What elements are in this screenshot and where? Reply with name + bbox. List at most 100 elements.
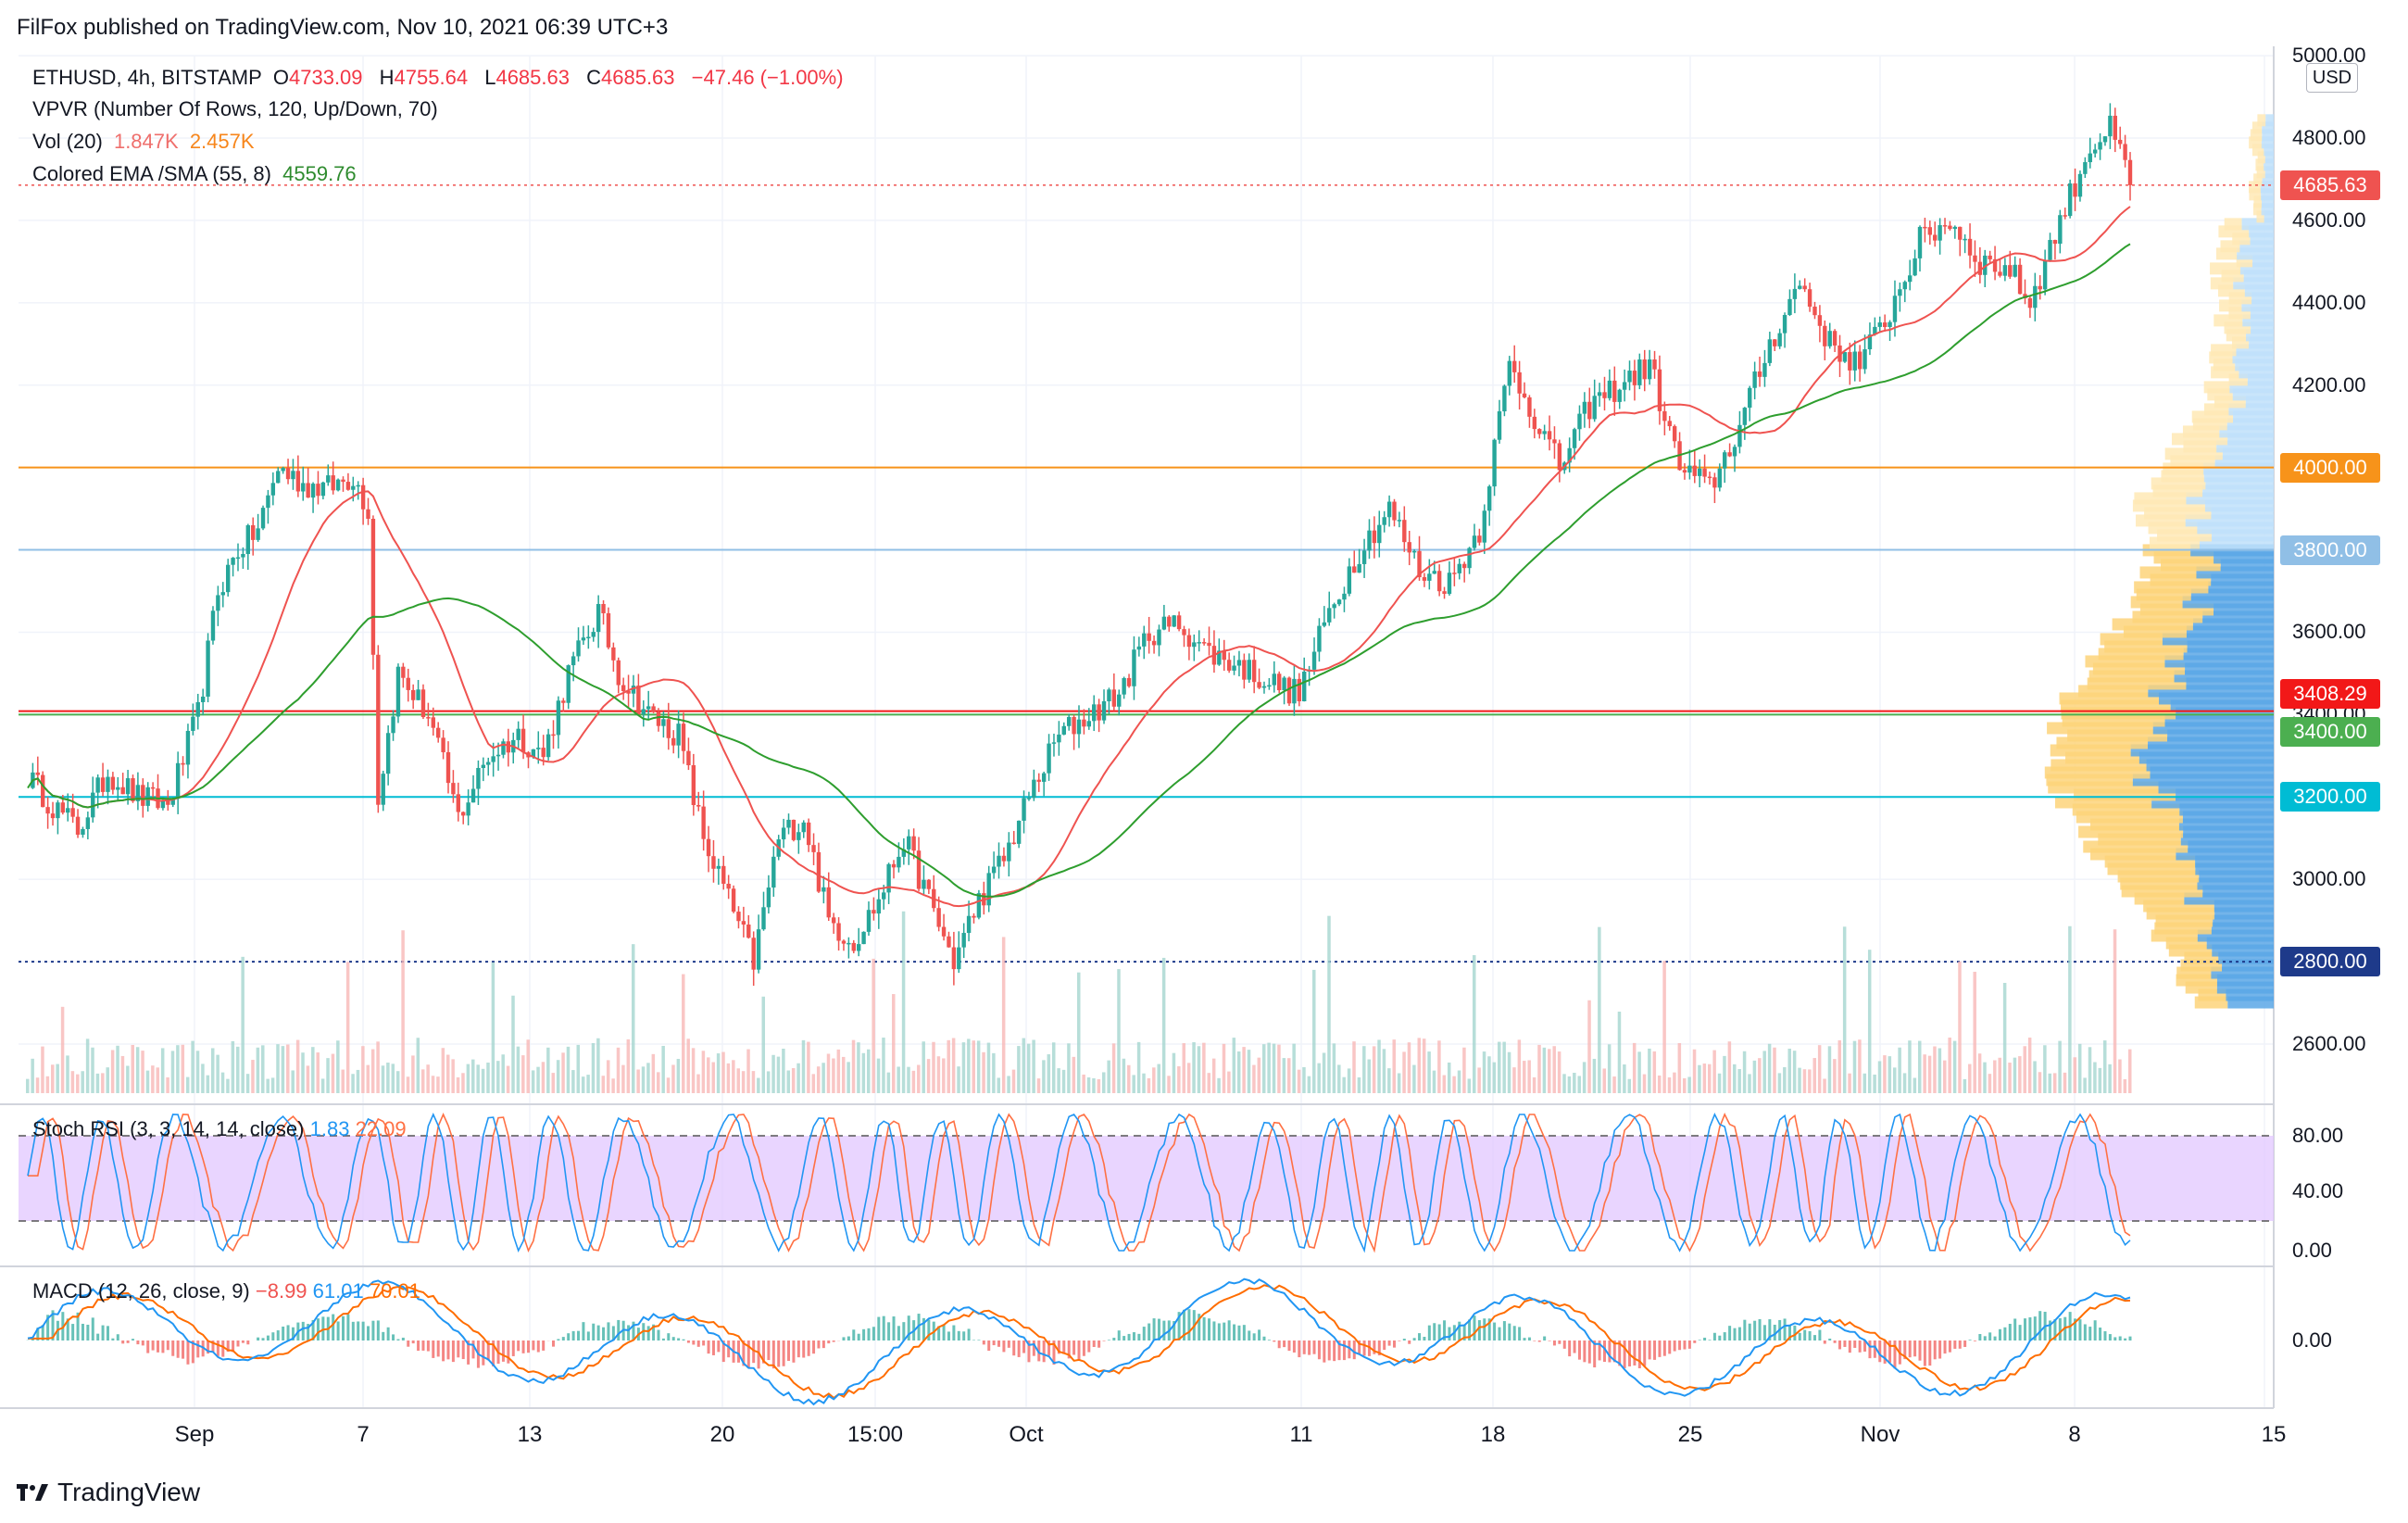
candle-body [481,764,486,768]
candle-body [345,482,351,490]
macd-hist-bar [1988,1332,1992,1340]
volume-bar [1092,1077,1096,1093]
volume-bar [306,1065,310,1093]
macd-hist-bar [1993,1336,1997,1340]
candle-body [1798,285,1802,289]
macd-hist-bar [1508,1323,1511,1340]
candle-body [1973,255,1977,262]
macd-hist-bar [577,1330,581,1340]
volume-bar [1337,1064,1341,1093]
volume-bars [26,911,2132,1093]
vpvr-legend[interactable]: VPVR (Number Of Rows, 120, Up/Down, 70) [32,97,438,120]
volume-bar [1217,1077,1221,1093]
volume-bar [1242,1047,1246,1093]
macd-hist-bar [1787,1325,1791,1340]
volume-bar [1111,1043,1116,1093]
macd-hist-bar [71,1324,75,1340]
candle-body [2127,159,2133,185]
ema-legend[interactable]: Colored EMA /SMA (55, 8) 4559.76 [32,162,357,185]
macd-hist-bar [937,1326,941,1340]
candle-body [1707,476,1712,479]
volume-bar [1377,1039,1381,1093]
macd-hist-bar [1643,1340,1647,1366]
macd-hist-bar [967,1328,971,1340]
macd-hist-bar [521,1340,525,1353]
macd-hist-bar [1603,1340,1606,1363]
macd-hist-bar [1342,1340,1346,1361]
price-axis-tick: 3000.00 [2292,867,2366,891]
macd-hist-bar [1893,1340,1897,1369]
volume-bar [461,1073,465,1093]
volume-bar [1938,1048,1942,1093]
macd-hist-bar [2049,1320,2052,1340]
candle-body [70,808,75,817]
volume-bar [2098,1067,2102,1093]
currency-button[interactable]: USD [2306,63,2358,93]
macd-hist-bar [842,1337,846,1340]
macd-hist-bar [276,1330,280,1340]
macd-hist-bar [721,1340,725,1363]
macd-hist-bar [232,1340,235,1353]
volume-bar [691,1048,696,1093]
volume-bar [1733,1064,1737,1093]
volume-bar [1652,1051,1657,1093]
volume-bar [60,1006,65,1093]
macd-hist-bar [511,1340,515,1356]
volume-bar [166,1076,169,1093]
candle-body [756,929,761,970]
candle-body [1147,633,1151,641]
macd-hist-bar [136,1340,140,1345]
volume-bar [807,1041,810,1093]
volume-bar [41,1046,44,1093]
volume-bar [1042,1060,1046,1093]
macd-hist-bar [1633,1340,1637,1366]
volume-bar [1612,1076,1616,1093]
macd-hist-bar [211,1340,215,1353]
candle-body [941,926,947,937]
candle-body [836,923,841,941]
macd-hist-bar [461,1340,465,1360]
volume-bar [1923,1054,1926,1093]
symbol-title[interactable]: ETHUSD, 4h, BITSTAMP [32,66,262,89]
candle-body [206,640,210,697]
volume-bar [70,1071,75,1093]
volume-legend[interactable]: Vol (20) 1.847K 2.457K [32,130,255,153]
candle-body [1357,563,1361,573]
candle-body [2077,173,2083,197]
candle-body [1647,359,1652,380]
macd-hist-bar [1443,1320,1447,1340]
volume-bar [1097,1078,1101,1093]
macd-hist-bar [1177,1312,1181,1340]
candle-body [316,484,320,497]
volume-bar [2033,1061,2037,1093]
volume-bar [2052,1073,2057,1093]
volume-bar [241,956,245,1093]
volume-bar [2018,1056,2022,1093]
macd-legend[interactable]: MACD (12, 26, close, 9) −8.99 61.01 70.0… [32,1279,420,1303]
macd-hist-bar [1077,1340,1081,1360]
volume-bar [546,1047,550,1093]
candle-body [1723,452,1727,469]
candle-body [1998,271,2002,276]
candle-body [731,888,736,913]
volume-bar [897,1066,900,1093]
volume-bar [226,1078,230,1093]
macd-hist-bar [1142,1327,1146,1340]
candle-body [1422,577,1427,581]
macd-hist-bar [696,1340,700,1347]
tradingview-logo[interactable]: TradingView [17,1478,200,1507]
candle-body [1257,682,1261,688]
candle-body [1397,520,1402,522]
macd-hist-bar [151,1340,155,1351]
macd-hist-bar [1418,1333,1422,1340]
volume-bar [1642,1074,1647,1093]
candle-body [35,772,41,775]
candle-body [1782,314,1787,334]
volume-bar [616,1047,621,1093]
candle-body [1126,677,1132,686]
macd-hist-bar [777,1340,781,1367]
stoch-rsi-legend[interactable]: Stoch RSI (3, 3, 14, 14, close) 1.83 22.… [32,1117,407,1140]
macd-hist-bar [1843,1340,1847,1347]
